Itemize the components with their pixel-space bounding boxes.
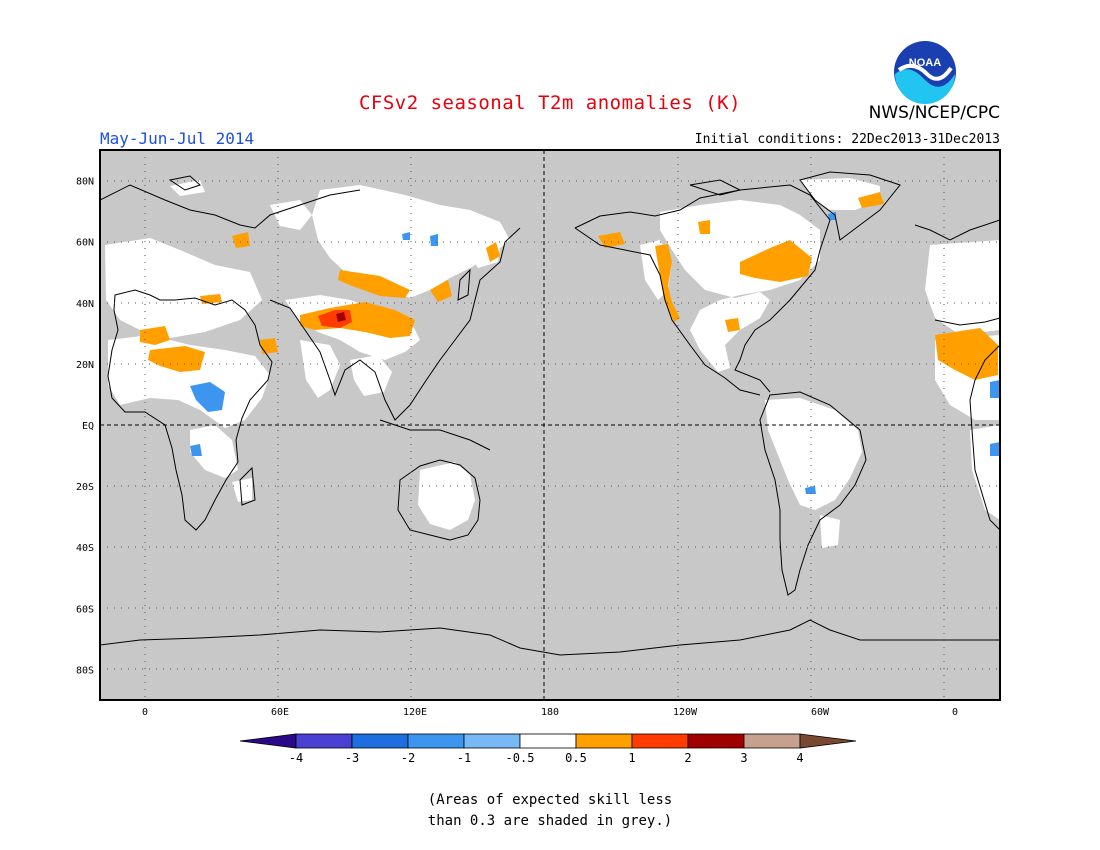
agency-label: NWS/NCEP/CPC <box>868 103 1000 123</box>
anomaly-negative <box>190 212 1000 494</box>
anomaly-positive-3 <box>336 312 346 322</box>
lon-label: 120E <box>403 707 427 718</box>
skill-note: (Areas of expected skill less than 0.3 a… <box>0 790 1100 832</box>
logo-wave <box>895 69 955 104</box>
legend-label: 4 <box>796 751 803 765</box>
logo-text: NOAA <box>909 57 941 69</box>
lon-label: 180 <box>541 707 559 718</box>
map-frame <box>99 149 1001 701</box>
legend-label: 2 <box>684 751 691 765</box>
color-legend: -4 -3 -2 -1 -0.5 0.5 1 2 3 4 <box>239 733 857 765</box>
noaa-logo: NOAA <box>894 41 956 104</box>
forecast-period: May-Jun-Jul 2014 <box>100 129 255 148</box>
legend-swatch <box>295 733 353 749</box>
skill-note-line-1: (Areas of expected skill less <box>427 792 673 808</box>
legend-label: -3 <box>345 751 359 765</box>
legend-label: -2 <box>401 751 415 765</box>
legend-swatch <box>351 733 409 749</box>
map-title: CFSv2 seasonal T2m anomalies (K) <box>358 92 742 114</box>
lon-label: 60E <box>271 707 289 718</box>
lat-label: 60N <box>76 238 94 249</box>
lon-label: 120W <box>673 707 698 718</box>
lat-label: 60S <box>76 604 94 615</box>
lat-label: 20N <box>76 360 94 371</box>
gridlines <box>100 150 1000 700</box>
lat-label: 40N <box>76 299 94 310</box>
lat-label: 80S <box>76 665 94 676</box>
lat-label: 80N <box>76 177 94 188</box>
legend-swatch <box>743 733 801 749</box>
legend-swatch <box>239 733 297 749</box>
lon-label: 0 <box>952 707 958 718</box>
legend-swatch <box>463 733 521 749</box>
anomaly-positive-1 <box>140 192 998 380</box>
lat-label: EQ <box>82 421 94 432</box>
lat-label: 20S <box>76 482 94 493</box>
logo-gull <box>897 63 953 81</box>
lon-label: 0 <box>142 707 148 718</box>
legend-label: 1 <box>628 751 635 765</box>
legend-swatch <box>519 733 577 749</box>
skill-note-line-2: than 0.3 are shaded in grey.) <box>427 813 673 829</box>
longitude-labels: 0 60E 120E 180 120W 60W 0 <box>142 707 958 718</box>
legend-swatch <box>799 733 857 749</box>
legend-label: -0.5 <box>506 751 535 765</box>
lat-label: 40S <box>76 543 94 554</box>
legend-swatch <box>687 733 745 749</box>
legend-label: 0.5 <box>565 751 587 765</box>
lon-label: 60W <box>811 707 830 718</box>
legend-swatch <box>407 733 465 749</box>
legend-swatch <box>631 733 689 749</box>
reference-lines <box>100 150 1000 700</box>
legend-label: -1 <box>457 751 471 765</box>
initial-conditions: Initial conditions: 22Dec2013-31Dec2013 <box>694 132 1000 147</box>
coastlines <box>100 171 1000 656</box>
legend-label: -4 <box>289 751 303 765</box>
legend-label: 3 <box>740 751 747 765</box>
legend-swatch <box>575 733 633 749</box>
latitude-labels: 80N 60N 40N 20N EQ 20S 40S 60S 80S <box>76 177 94 677</box>
